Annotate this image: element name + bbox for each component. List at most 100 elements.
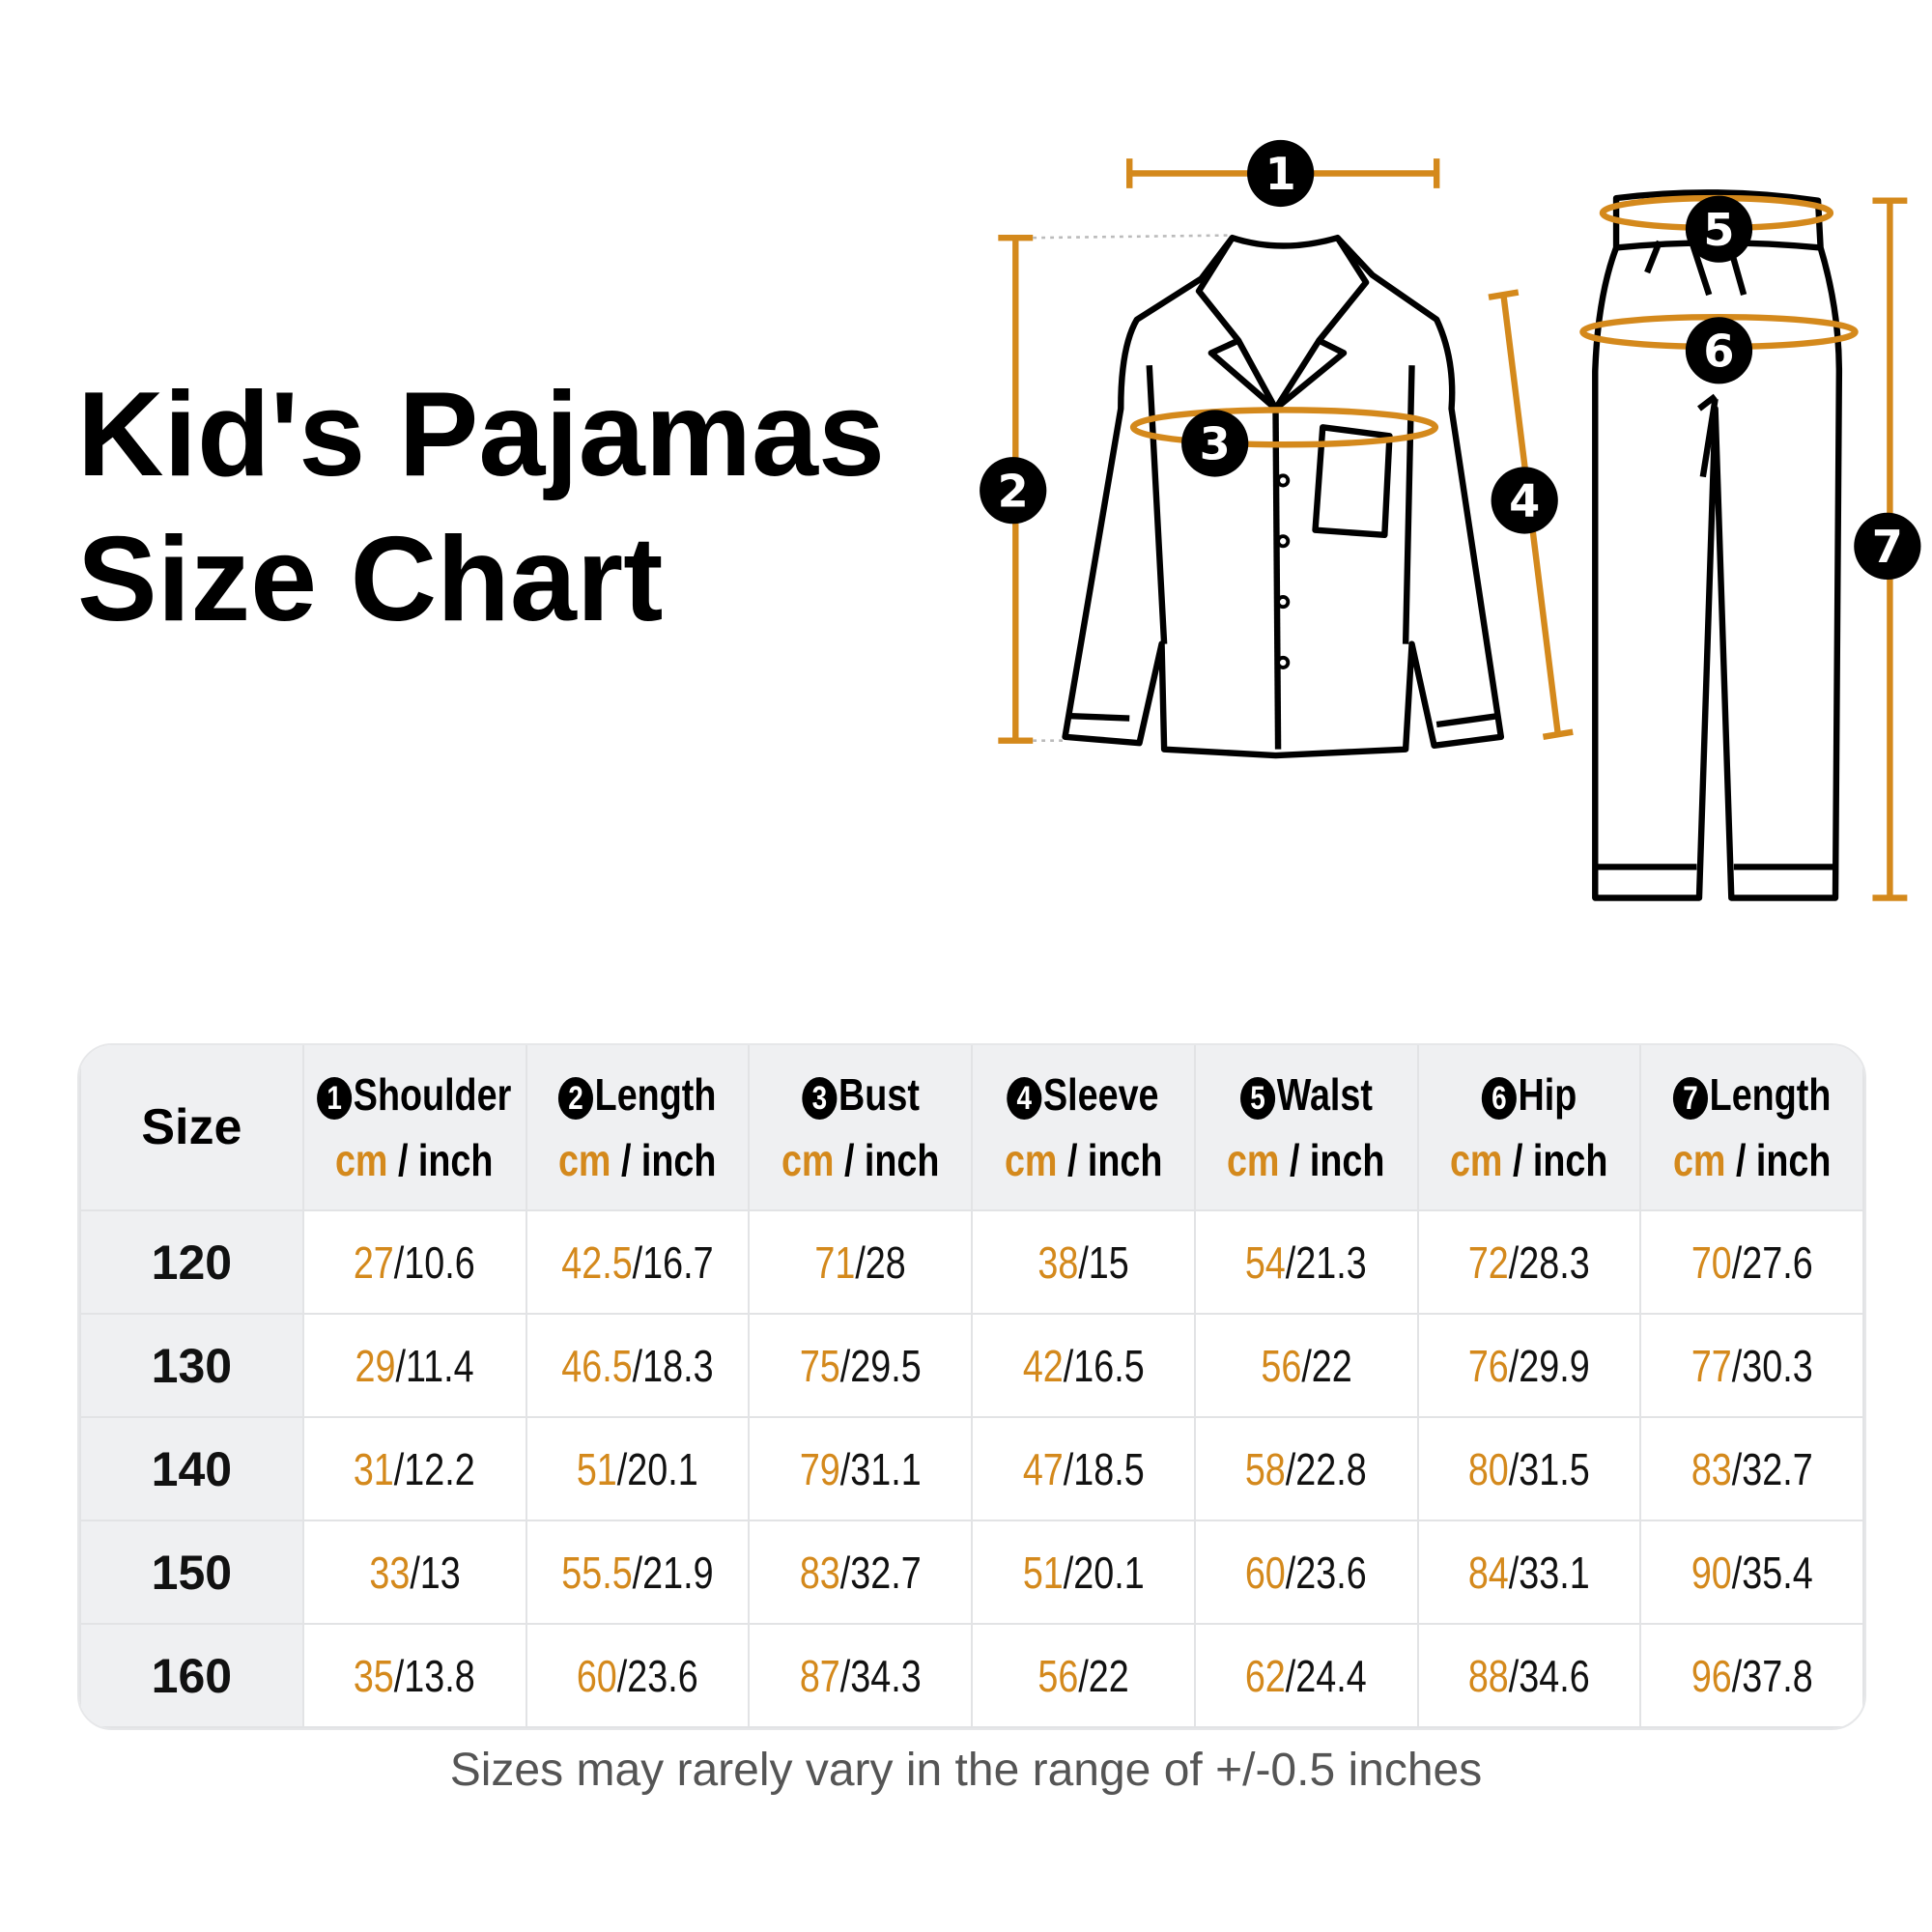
cm-value: 84 — [1467, 1547, 1509, 1598]
marker-4: 4 — [1491, 467, 1558, 534]
measurement-text: 88/34.6 — [1468, 1650, 1590, 1702]
value-separator: / — [1508, 1236, 1520, 1288]
unit-label: cm / inch — [1419, 1134, 1640, 1186]
cm-value: 33 — [368, 1547, 410, 1598]
marker-6: 6 — [1685, 317, 1753, 384]
marker-1-label: 1 — [1265, 148, 1296, 200]
inch-value: 34.3 — [850, 1650, 922, 1701]
inch-value: 12.2 — [404, 1443, 476, 1494]
inch-value: 20.1 — [627, 1443, 698, 1494]
inch-value: 18.5 — [1072, 1443, 1145, 1494]
value-separator: / — [1078, 1236, 1089, 1288]
unit-label: cm / inch — [1196, 1134, 1417, 1186]
unit-separator: / — [1057, 1135, 1088, 1185]
marker-3: 3 — [1181, 410, 1249, 477]
measurement-wrap: 54/21.3 — [1196, 1236, 1417, 1289]
cm-value: 51 — [1022, 1547, 1064, 1598]
inch-value: 15 — [1088, 1236, 1129, 1288]
measurement-wrap: 84/33.1 — [1419, 1547, 1640, 1599]
measurement-wrap: 96/37.8 — [1641, 1650, 1862, 1702]
inch-value: 22 — [1088, 1650, 1129, 1701]
value-separator: / — [1286, 1650, 1296, 1701]
cm-value: 76 — [1467, 1340, 1509, 1391]
measurement-cell: 47/18.5 — [971, 1416, 1196, 1521]
value-separator: / — [1508, 1547, 1520, 1598]
unit-label: cm / inch — [304, 1134, 526, 1186]
value-separator: / — [1286, 1443, 1296, 1494]
cm-value: 88 — [1467, 1650, 1509, 1701]
measurement-cell: 27/10.6 — [301, 1209, 527, 1315]
measurement-cell: 76/29.9 — [1416, 1313, 1642, 1418]
marker-5: 5 — [1685, 195, 1753, 263]
column-label: Sleeve — [1043, 1069, 1160, 1120]
unit-cm: cm — [1672, 1135, 1726, 1185]
measurement-cell: 29/11.4 — [301, 1313, 527, 1418]
unit-cm: cm — [335, 1135, 388, 1185]
marker-4-label: 4 — [1509, 475, 1540, 527]
cm-value: 62 — [1245, 1650, 1287, 1701]
cm-value: 83 — [1690, 1443, 1732, 1494]
cm-value: 38 — [1037, 1236, 1079, 1288]
unit-inch: inch — [418, 1135, 494, 1185]
measurement-cell: 96/37.8 — [1639, 1623, 1864, 1728]
inch-value: 13 — [419, 1547, 461, 1598]
measurement-wrap: 83/32.7 — [1641, 1443, 1862, 1495]
measurement-text: 70/27.6 — [1691, 1236, 1813, 1289]
pants-outline — [1592, 189, 1843, 901]
column-label: Length — [1709, 1069, 1832, 1120]
measurement-cell: 90/35.4 — [1639, 1520, 1864, 1625]
measurement-cell: 58/22.8 — [1193, 1416, 1419, 1521]
inch-value: 28.3 — [1519, 1236, 1590, 1288]
measurement-text: 72/28.3 — [1468, 1236, 1590, 1289]
measurement-text: 47/18.5 — [1022, 1443, 1144, 1495]
marker-2-label: 2 — [998, 465, 1029, 517]
measurement-text: 38/15 — [1037, 1236, 1128, 1289]
inch-value: 32.7 — [1742, 1443, 1813, 1494]
measurement-wrap: 62/24.4 — [1196, 1650, 1417, 1702]
value-separator: / — [1508, 1340, 1520, 1391]
inch-value: 21.9 — [642, 1547, 714, 1598]
measurement-wrap: 75/29.5 — [750, 1340, 971, 1392]
unit-label: cm / inch — [1641, 1134, 1862, 1186]
jacket-buttons — [1276, 473, 1291, 669]
unit-label-text: cm / inch — [1227, 1134, 1385, 1186]
measurement-wrap: 83/32.7 — [750, 1547, 971, 1599]
value-separator: / — [632, 1547, 643, 1598]
marker-1: 1 — [1247, 139, 1315, 208]
measurement-wrap: 87/34.3 — [750, 1650, 971, 1702]
unit-separator: / — [1725, 1135, 1756, 1185]
cm-value: 71 — [814, 1236, 856, 1288]
column-title: 7 Length — [1641, 1068, 1862, 1121]
measurement-cell: 80/31.5 — [1416, 1416, 1642, 1521]
marker-3-label: 3 — [1200, 418, 1231, 470]
unit-inch: inch — [1087, 1135, 1163, 1185]
measure-lines — [998, 158, 1908, 901]
measurement-text: 84/33.1 — [1468, 1547, 1590, 1599]
inch-value: 27.6 — [1742, 1236, 1813, 1288]
inch-value: 31.5 — [1519, 1443, 1590, 1494]
number-badge-icon: 4 — [1007, 1076, 1042, 1120]
measurement-wrap: 58/22.8 — [1196, 1443, 1417, 1495]
cm-value: 87 — [799, 1650, 840, 1701]
measurement-wrap: 55.5/21.9 — [527, 1547, 749, 1599]
inch-value: 16.7 — [642, 1236, 714, 1288]
measurement-cell: 60/23.6 — [525, 1623, 751, 1728]
measurement-text: 60/23.6 — [1245, 1547, 1367, 1599]
value-separator: / — [1286, 1547, 1296, 1598]
marker-7-label: 7 — [1872, 521, 1903, 573]
measurement-text: 76/29.9 — [1468, 1340, 1590, 1392]
column-title-text: 7 Length — [1672, 1068, 1832, 1121]
value-separator: / — [395, 1340, 407, 1391]
measurement-text: 58/22.8 — [1245, 1443, 1367, 1495]
measurement-text: 46.5/18.3 — [561, 1340, 713, 1392]
unit-separator: / — [1502, 1135, 1534, 1185]
measurement-cell: 71/28 — [748, 1209, 973, 1315]
measurement-cell: 42.5/16.7 — [525, 1209, 751, 1315]
measurement-wrap: 60/23.6 — [527, 1650, 749, 1702]
measurement-wrap: 60/23.6 — [1196, 1547, 1417, 1599]
measurement-cell: 56/22 — [971, 1623, 1196, 1728]
marker-5-label: 5 — [1703, 204, 1734, 256]
measurement-wrap: 79/31.1 — [750, 1443, 971, 1495]
unit-separator: / — [1279, 1135, 1311, 1185]
measurement-cell: 88/34.6 — [1416, 1623, 1642, 1728]
